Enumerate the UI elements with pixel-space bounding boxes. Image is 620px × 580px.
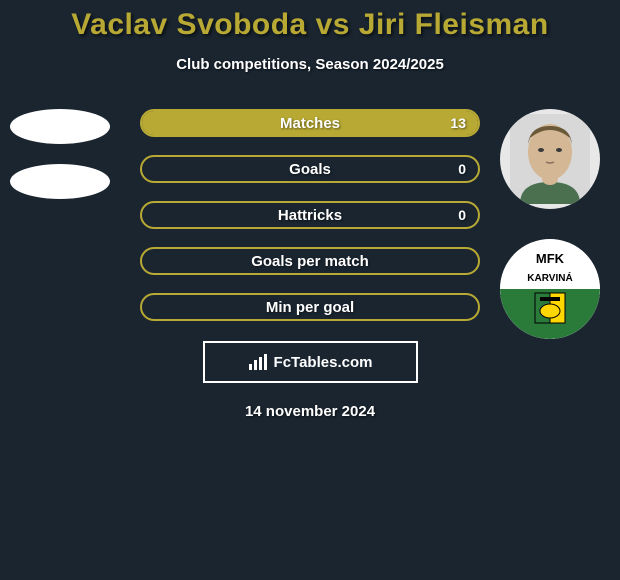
stat-row: Goals per match <box>0 247 620 275</box>
stat-row: Goals 0 <box>0 155 620 183</box>
fctables-attribution: FcTables.com <box>203 341 418 383</box>
bar-chart-icon <box>248 354 268 370</box>
stat-pill: Goals 0 <box>140 155 480 183</box>
stat-pill: Matches 13 <box>140 109 480 137</box>
stat-row: Hattricks 0 <box>0 201 620 229</box>
stat-row: Matches 13 <box>0 109 620 137</box>
comparison-infographic: Vaclav Svoboda vs Jiri Fleisman Club com… <box>0 0 620 420</box>
stat-pill: Min per goal <box>140 293 480 321</box>
stat-label: Matches <box>280 115 340 132</box>
stat-pill: Hattricks 0 <box>140 201 480 229</box>
comparison-area: MFK KARVINÁ Matches13Goals0Hattricks0Goa… <box>0 109 620 321</box>
stat-value-right: 0 <box>458 207 466 223</box>
stat-label: Goals per match <box>251 253 369 270</box>
stat-pill: Goals per match <box>140 247 480 275</box>
stat-value-right: 0 <box>458 161 466 177</box>
subtitle: Club competitions, Season 2024/2025 <box>0 56 620 73</box>
stat-row: Min per goal <box>0 293 620 321</box>
date-text: 14 november 2024 <box>0 403 620 420</box>
stat-label: Hattricks <box>278 207 342 224</box>
stat-label: Goals <box>289 161 331 178</box>
page-title: Vaclav Svoboda vs Jiri Fleisman <box>0 8 620 42</box>
stat-label: Min per goal <box>266 299 354 316</box>
stat-value-right: 13 <box>450 115 466 131</box>
fctables-label: FcTables.com <box>274 354 373 371</box>
